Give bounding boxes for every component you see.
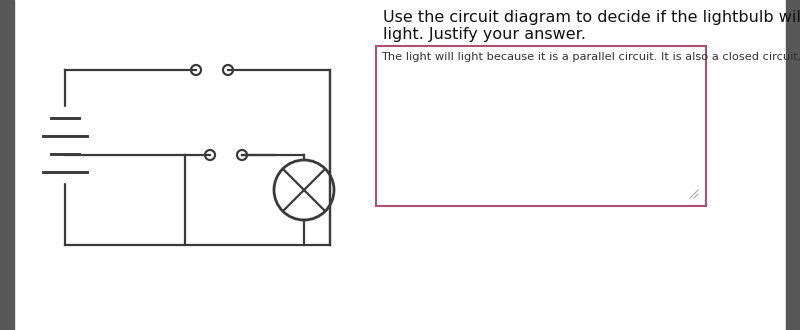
Circle shape [226,67,230,73]
Circle shape [239,152,245,158]
Circle shape [194,67,198,73]
Bar [376,46,706,206]
Text: The light will light because it is a parallel circuit. It is also a closed circu: The light will light because it is a par… [381,52,800,62]
Circle shape [207,152,213,158]
Bar [0,0,14,330]
Text: Use the circuit diagram to decide if the lightbulb will
light. Justify your answ: Use the circuit diagram to decide if the… [383,10,800,42]
Bar [786,0,800,330]
